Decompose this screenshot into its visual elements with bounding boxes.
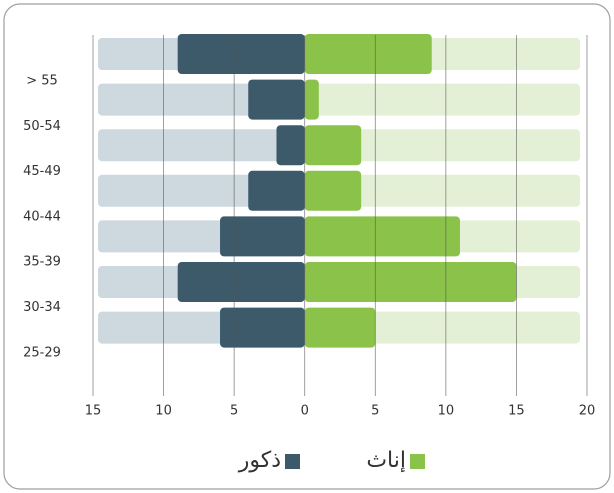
y-tick-label: 30-34: [23, 300, 61, 315]
x-tick-label: 15: [85, 404, 102, 419]
bar: [304, 262, 517, 302]
x-tick-label: 15: [508, 404, 525, 419]
bar: [304, 79, 319, 120]
bar-background: [304, 174, 580, 207]
bar: [248, 170, 305, 211]
x-tick-label: 10: [438, 404, 455, 419]
y-tick-label: 45-49: [23, 164, 61, 179]
bar: [304, 307, 376, 348]
y-tick-label: 35-39: [23, 255, 61, 270]
bar-background: [98, 129, 305, 162]
legend-label: إناث: [366, 448, 406, 473]
bar: [220, 307, 305, 348]
bar-background: [304, 83, 580, 116]
x-tick-label: 10: [155, 404, 172, 419]
bar: [304, 216, 460, 257]
bar: [304, 125, 362, 166]
y-tick-label: 50-54: [23, 119, 61, 134]
legend-label: ذكور: [238, 448, 281, 473]
bar: [304, 170, 362, 211]
bar: [177, 262, 305, 302]
x-tick-label: 0: [301, 404, 309, 419]
bar: [177, 34, 305, 74]
y-tick-label: > 55: [26, 74, 58, 89]
x-tick-label: 20: [579, 404, 596, 419]
x-tick-label: 5: [230, 404, 238, 419]
y-tick-label: 40-44: [23, 209, 61, 224]
y-tick-label: 25-29: [23, 345, 61, 360]
bar: [304, 34, 432, 74]
bar: [248, 79, 305, 120]
bar-background: [304, 129, 580, 162]
legend-swatch: [285, 454, 300, 469]
bar: [220, 216, 305, 257]
legend-swatch: [410, 454, 425, 469]
x-tick-label: 5: [371, 404, 379, 419]
bar: [276, 125, 305, 166]
